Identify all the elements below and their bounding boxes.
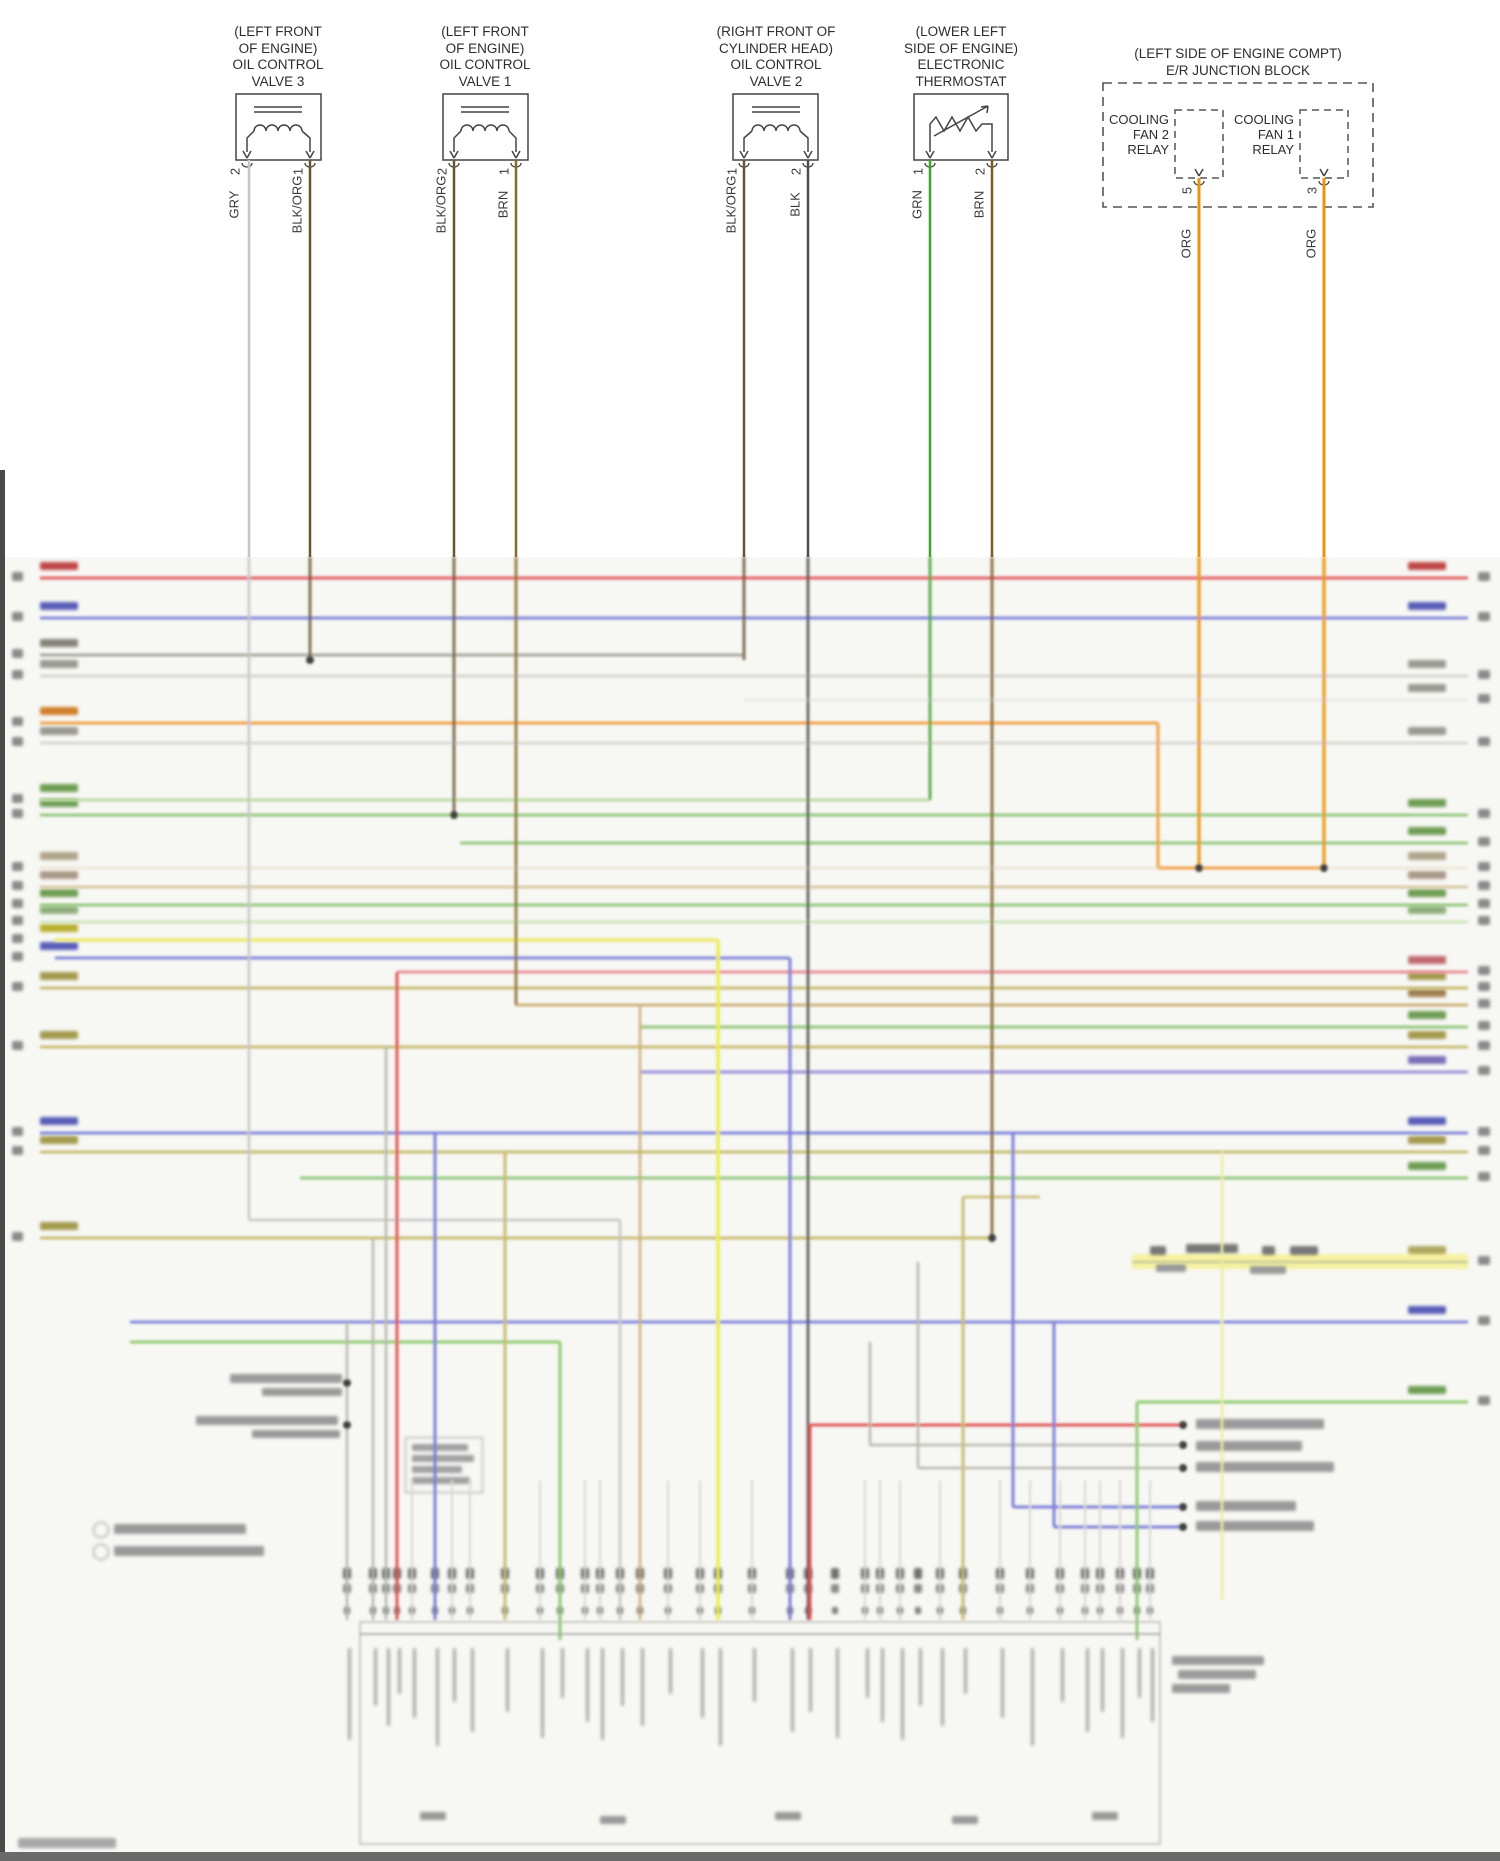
er-junction-block-title: E/R JUNCTION BLOCK [1098,63,1378,80]
component-ocv3-label-line: (LEFT FRONT [168,24,388,41]
component-thermostat-label-line: ELECTRONIC [851,57,1071,74]
wire-color-label: BRN [496,160,511,250]
wire-color-label: BLK/ORG [434,160,449,250]
relay-fan1-label-line: FAN 1 [1228,127,1294,142]
wire-color-label: GRY [227,160,242,250]
wire-color-label: BRN [972,160,987,250]
wire-color-label: BLK/ORG [290,160,305,250]
relay-fan1-label-line: COOLING [1228,112,1294,127]
component-labels-layer: (LEFT SIDE OF ENGINE COMPT) E/R JUNCTION… [0,0,1500,1861]
wire-color-label: BLK [788,160,803,250]
component-ocv1-label-line: (LEFT FRONT [375,24,595,41]
wire-color-label: BLK/ORG [724,160,739,250]
relay-fan2-label-line: FAN 2 [1103,127,1169,142]
relay-fan2-label-line: COOLING [1103,112,1169,127]
component-ocv1-label-line: VALVE 1 [375,74,595,91]
wire-color-label: ORG [1304,199,1319,289]
component-ocv3-label-line: OF ENGINE) [168,41,388,58]
component-ocv1-label-line: OF ENGINE) [375,41,595,58]
er-junction-block-location: (LEFT SIDE OF ENGINE COMPT) [1098,46,1378,63]
component-ocv1-label-line: OIL CONTROL [375,57,595,74]
component-ocv3-label-line: VALVE 3 [168,74,388,91]
relay-fan2-label-line: RELAY [1103,142,1169,157]
wiring-diagram-page: (LEFT SIDE OF ENGINE COMPT) E/R JUNCTION… [0,0,1500,1861]
component-ocv3-label-line: OIL CONTROL [168,57,388,74]
wire-color-label: ORG [1179,199,1194,289]
relay-fan1-label-line: RELAY [1228,142,1294,157]
component-thermostat-label-line: THERMOSTAT [851,74,1071,91]
component-thermostat-label-line: (LOWER LEFT [851,24,1071,41]
wire-color-label: GRN [910,160,925,250]
component-thermostat-label-line: SIDE OF ENGINE) [851,41,1071,58]
